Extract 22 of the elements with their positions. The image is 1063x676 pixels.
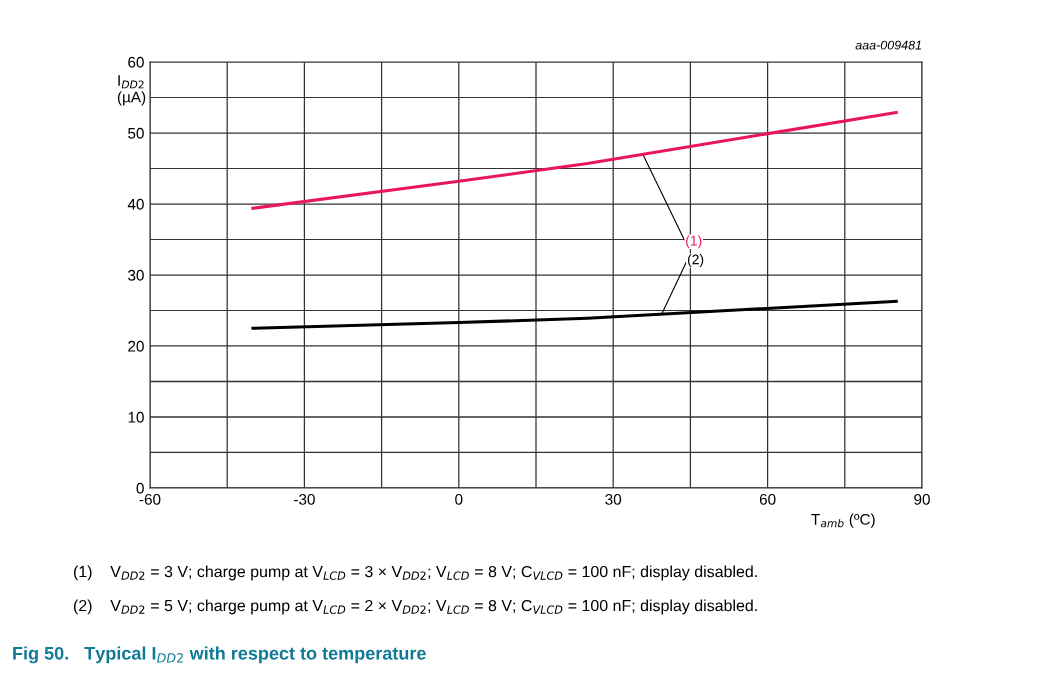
x-tick-label: 0: [455, 493, 463, 505]
text: (2) V$_{DD2}$ = 5 V; charge pump at V$_{LCD}$ = 2 × V$_{DD2}$; V$_{LCD}$ = 8 V; C$_{VLCD}$ = 100 nF; display disabled.: [73, 599, 757, 615]
text: Fig 50. Typical I$_{DD2}$ with respect to temperature: [13, 646, 426, 664]
text: (1) V$_{DD2}$ = 3 V; charge pump at V$_{LCD}$ = 3 × V$_{DD2}$; V$_{LCD}$ = 8 V; C$_{VLCD}$ = 100 nF; display disabled.: [73, 565, 757, 581]
y-tick-label: 0: [136, 482, 144, 494]
text: aaa-009481: [855, 40, 921, 50]
annotation: (2): [687, 254, 704, 268]
x-tick-label: 90: [914, 493, 930, 505]
x-tick-label: -30: [294, 493, 315, 505]
line-series: [251, 110, 898, 210]
x-tick-label: 30: [605, 493, 622, 505]
annotation: (1): [686, 235, 702, 249]
x-tick-label: 60: [759, 493, 776, 505]
y-tick-label: 50: [128, 127, 144, 139]
y-axis-title: I$_{DD2}$ (µA): [117, 75, 146, 106]
y-tick-label: 20: [128, 340, 144, 352]
y-tick-label: 60: [128, 56, 144, 68]
y-tick-label: 30: [128, 269, 144, 281]
x-axis-title: T$_{amb}$ (ºC): [811, 513, 875, 528]
y-tick-label: 40: [127, 198, 144, 210]
x-tick-label: -60: [139, 493, 161, 505]
y-tick-label: 10: [128, 411, 144, 423]
